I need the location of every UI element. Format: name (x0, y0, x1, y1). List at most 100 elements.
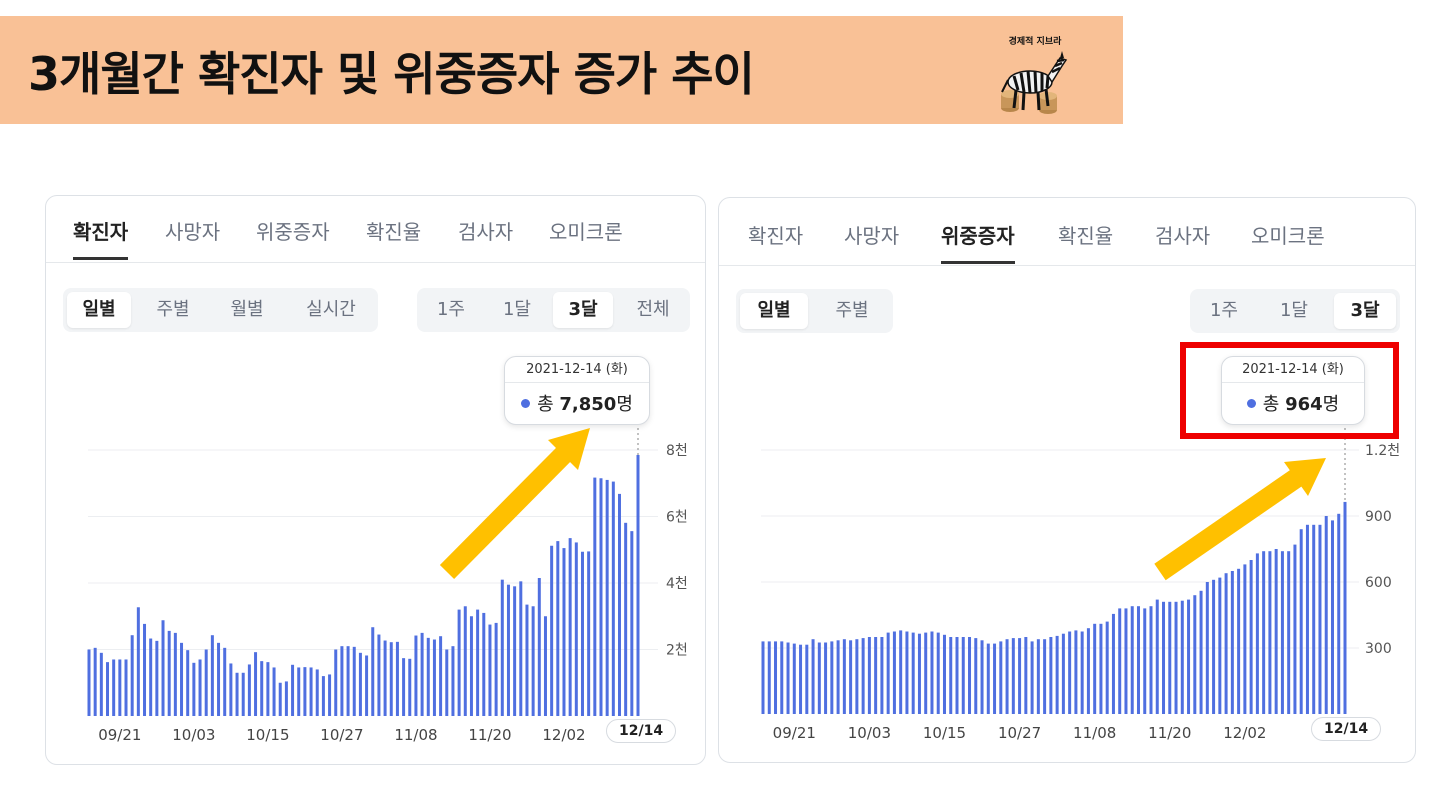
tab-confirmed[interactable]: 확진자 (73, 216, 129, 260)
bar[interactable] (1287, 551, 1291, 714)
bar[interactable] (1086, 628, 1090, 714)
bar[interactable] (611, 481, 615, 716)
daily-button[interactable]: 일별 (67, 292, 131, 328)
bar[interactable] (204, 649, 208, 717)
bar[interactable] (278, 682, 282, 716)
bar[interactable] (1343, 501, 1347, 714)
bar[interactable] (1330, 520, 1334, 714)
bar[interactable] (284, 681, 288, 716)
bar[interactable] (352, 646, 356, 716)
bar[interactable] (1143, 608, 1147, 714)
bar[interactable] (1061, 633, 1065, 714)
bar[interactable] (1212, 579, 1216, 714)
range-1month-button[interactable]: 1달 (502, 299, 531, 320)
bar[interactable] (1318, 524, 1322, 714)
bar[interactable] (817, 642, 821, 715)
bar[interactable] (469, 616, 473, 716)
bar[interactable] (112, 659, 116, 716)
bar[interactable] (173, 632, 177, 716)
tab-tested[interactable]: 검사자 (458, 220, 514, 244)
bar[interactable] (500, 579, 504, 716)
bar[interactable] (911, 632, 915, 714)
bar[interactable] (420, 632, 424, 716)
bar[interactable] (799, 644, 803, 714)
bar[interactable] (1124, 608, 1128, 714)
bar[interactable] (1111, 613, 1115, 714)
bar[interactable] (1149, 606, 1153, 714)
bar[interactable] (1118, 608, 1122, 714)
bar[interactable] (1237, 568, 1241, 714)
bar[interactable] (1193, 595, 1197, 714)
tab-tested[interactable]: 검사자 (1155, 224, 1211, 248)
bar[interactable] (949, 637, 953, 714)
bar[interactable] (580, 551, 584, 716)
bar[interactable] (217, 642, 221, 716)
bar[interactable] (930, 631, 934, 715)
bar[interactable] (786, 642, 790, 715)
bar[interactable] (1312, 524, 1316, 714)
bar[interactable] (867, 637, 871, 714)
bar[interactable] (340, 646, 344, 716)
bar[interactable] (936, 632, 940, 714)
bar[interactable] (519, 581, 523, 716)
bar[interactable] (568, 538, 572, 716)
tab-deaths[interactable]: 사망자 (165, 220, 221, 244)
bar[interactable] (198, 659, 202, 716)
bar[interactable] (531, 606, 535, 716)
tab-omicron[interactable]: 오미크론 (549, 220, 623, 244)
bar[interactable] (1030, 641, 1034, 714)
bar[interactable] (334, 649, 338, 717)
bar[interactable] (1080, 631, 1084, 715)
bar[interactable] (1074, 630, 1078, 714)
bar[interactable] (1187, 599, 1191, 714)
bar[interactable] (767, 641, 771, 714)
bar[interactable] (624, 522, 628, 716)
bar[interactable] (1093, 623, 1097, 714)
bar[interactable] (118, 659, 122, 716)
bar[interactable] (1005, 639, 1009, 714)
bar[interactable] (574, 542, 578, 716)
bar[interactable] (192, 662, 196, 716)
bar[interactable] (1155, 599, 1159, 714)
bar[interactable] (476, 609, 480, 716)
bar[interactable] (1018, 638, 1022, 714)
range-all-button[interactable]: 전체 (636, 299, 670, 320)
bar[interactable] (849, 640, 853, 714)
bar[interactable] (389, 642, 393, 716)
bar[interactable] (993, 643, 997, 714)
bar[interactable] (974, 638, 978, 714)
range-1week-button[interactable]: 1주 (436, 299, 465, 320)
bar[interactable] (1136, 606, 1140, 714)
bar[interactable] (1268, 551, 1272, 714)
bar[interactable] (124, 659, 128, 716)
bar[interactable] (955, 637, 959, 714)
bar[interactable] (792, 643, 796, 714)
bar[interactable] (1049, 637, 1053, 714)
bar[interactable] (1224, 573, 1228, 714)
bar[interactable] (1249, 560, 1253, 714)
bar[interactable] (761, 641, 765, 714)
bar[interactable] (1218, 577, 1222, 714)
tab-deaths[interactable]: 사망자 (844, 224, 900, 248)
bar[interactable] (315, 669, 319, 716)
bar[interactable] (254, 652, 258, 716)
bar[interactable] (842, 639, 846, 714)
bar[interactable] (87, 649, 91, 717)
bar[interactable] (223, 647, 227, 716)
bar[interactable] (1036, 639, 1040, 714)
bar[interactable] (1055, 635, 1059, 714)
bar[interactable] (229, 663, 233, 716)
bar[interactable] (830, 641, 834, 714)
bar[interactable] (186, 650, 190, 716)
bar[interactable] (1199, 590, 1203, 714)
tab-confirmed[interactable]: 확진자 (748, 224, 804, 248)
weekly-button[interactable]: 주별 (156, 299, 190, 320)
bar[interactable] (525, 604, 529, 716)
weekly-button[interactable]: 주별 (835, 300, 869, 321)
bar[interactable] (432, 639, 436, 716)
range-1month-button[interactable]: 1달 (1279, 300, 1308, 321)
bar[interactable] (513, 586, 517, 716)
bar[interactable] (1293, 544, 1297, 714)
bar[interactable] (235, 672, 239, 716)
bar[interactable] (1130, 606, 1134, 714)
